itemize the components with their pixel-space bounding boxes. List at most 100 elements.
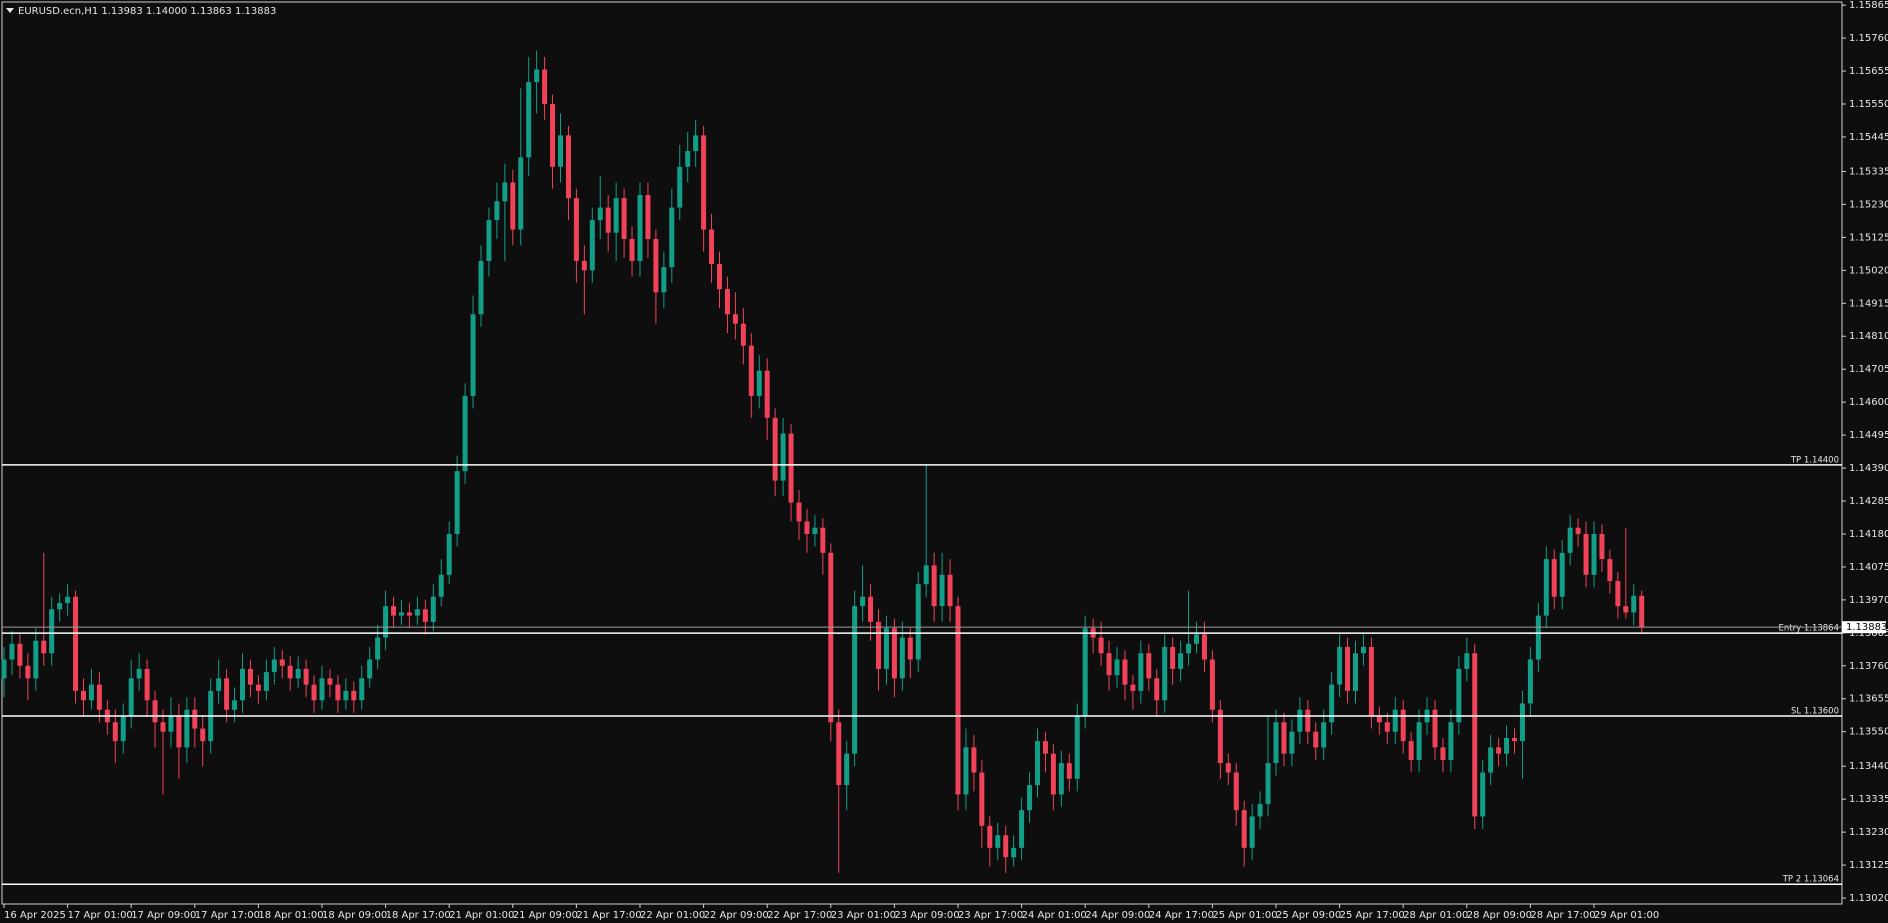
candle-body (351, 690, 357, 701)
candle-body (128, 678, 134, 717)
candle-body (136, 668, 142, 679)
candle-body (597, 207, 603, 221)
y-tick-label: 1.13230 (1849, 827, 1888, 838)
candle-body (764, 370, 770, 418)
candle-body (120, 716, 126, 742)
candle-body (73, 596, 79, 691)
candle-body (263, 672, 269, 691)
candle-body (184, 709, 190, 748)
candle-body (1035, 741, 1040, 786)
candle-body (995, 835, 1001, 848)
candle-body (1583, 533, 1589, 575)
candle-body (1384, 722, 1390, 732)
candle-body (1591, 533, 1597, 575)
candle-body (1551, 559, 1557, 597)
y-tick-label: 1.14390 (1849, 463, 1888, 474)
candle-body (335, 684, 341, 701)
candle-body (1225, 763, 1231, 773)
x-tick-label: 25 Apr 01:00 (1212, 910, 1277, 921)
candle-body (430, 596, 436, 622)
x-tick-label: 18 Apr 17:00 (386, 910, 451, 921)
candle-body (724, 289, 730, 315)
y-tick-label: 1.13335 (1849, 794, 1888, 805)
candle-body (1257, 803, 1263, 817)
candle-body (542, 69, 548, 105)
candle-body (1106, 653, 1112, 676)
x-tick-label: 18 Apr 01:00 (258, 910, 323, 921)
x-tick-label: 21 Apr 09:00 (513, 910, 578, 921)
y-tick-label: 1.14285 (1849, 496, 1888, 507)
candle-body (144, 668, 150, 701)
candle-body (828, 552, 834, 723)
candle-body (653, 238, 659, 293)
candle-body (271, 659, 277, 673)
candle-body (391, 606, 397, 616)
candle-body (1368, 646, 1374, 717)
candle-body (1337, 646, 1343, 685)
candle-body (478, 260, 484, 315)
candle-body (1392, 709, 1398, 732)
candle-body (319, 678, 325, 701)
candle-body (1599, 533, 1605, 560)
candle-body (876, 621, 881, 669)
candle-body (422, 609, 428, 622)
candle-body (581, 260, 587, 271)
candle-body (311, 684, 317, 701)
candle-body (534, 69, 540, 83)
candle-body (17, 643, 23, 666)
candle-body (1464, 653, 1470, 669)
x-tick-label: 21 Apr 17:00 (576, 910, 641, 921)
candle-body (804, 521, 810, 534)
candle-body (232, 700, 238, 710)
candle-body (955, 606, 961, 795)
candle-body (1289, 731, 1295, 754)
candle-body (494, 201, 500, 221)
candle-body (613, 198, 619, 233)
chart-title: EURUSD.ecn,H1 1.13983 1.14000 1.13863 1.… (18, 6, 276, 17)
candle-body (510, 182, 516, 230)
x-tick-label: 17 Apr 09:00 (131, 910, 196, 921)
candle-body (979, 772, 985, 826)
candle-body (605, 207, 611, 233)
x-tick-label: 24 Apr 17:00 (1149, 910, 1214, 921)
candle-body (1543, 559, 1549, 616)
candle-body (1058, 763, 1064, 795)
candle-body (1480, 772, 1486, 817)
candle-body (168, 716, 174, 732)
candle-body (1170, 646, 1176, 669)
candle-body (9, 643, 15, 660)
candle-body (1241, 810, 1247, 848)
candle-body (176, 716, 182, 748)
candle-body (1050, 753, 1056, 795)
candle-body (152, 700, 158, 723)
candle-body (852, 606, 858, 754)
candle-body (1512, 737, 1517, 742)
candle-body (1353, 653, 1358, 691)
candle-body (629, 238, 635, 261)
candle-body (112, 722, 118, 742)
x-tick-label: 17 Apr 17:00 (195, 910, 260, 921)
candle-body (1496, 747, 1502, 754)
candle-body (1178, 653, 1184, 669)
candle-body (399, 612, 404, 616)
candle-body (486, 220, 492, 261)
candle-body (748, 345, 754, 396)
candle-body (1066, 763, 1072, 779)
candle-body (923, 565, 929, 585)
candle-body (1345, 646, 1351, 691)
candle-body (1011, 847, 1017, 858)
candle-body (820, 527, 826, 553)
candle-body (96, 684, 102, 710)
candle-body (1217, 709, 1223, 764)
candle-body (1488, 747, 1494, 773)
candle-body (343, 690, 349, 701)
candle-body (1082, 628, 1088, 717)
candle-body (883, 628, 889, 669)
y-tick-label: 1.13550 (1849, 727, 1888, 738)
menu-arrow[interactable] (6, 8, 14, 13)
candle-body (1154, 678, 1160, 701)
candle-body (279, 659, 285, 666)
candle-body (1281, 722, 1287, 754)
candle-body (637, 195, 643, 261)
